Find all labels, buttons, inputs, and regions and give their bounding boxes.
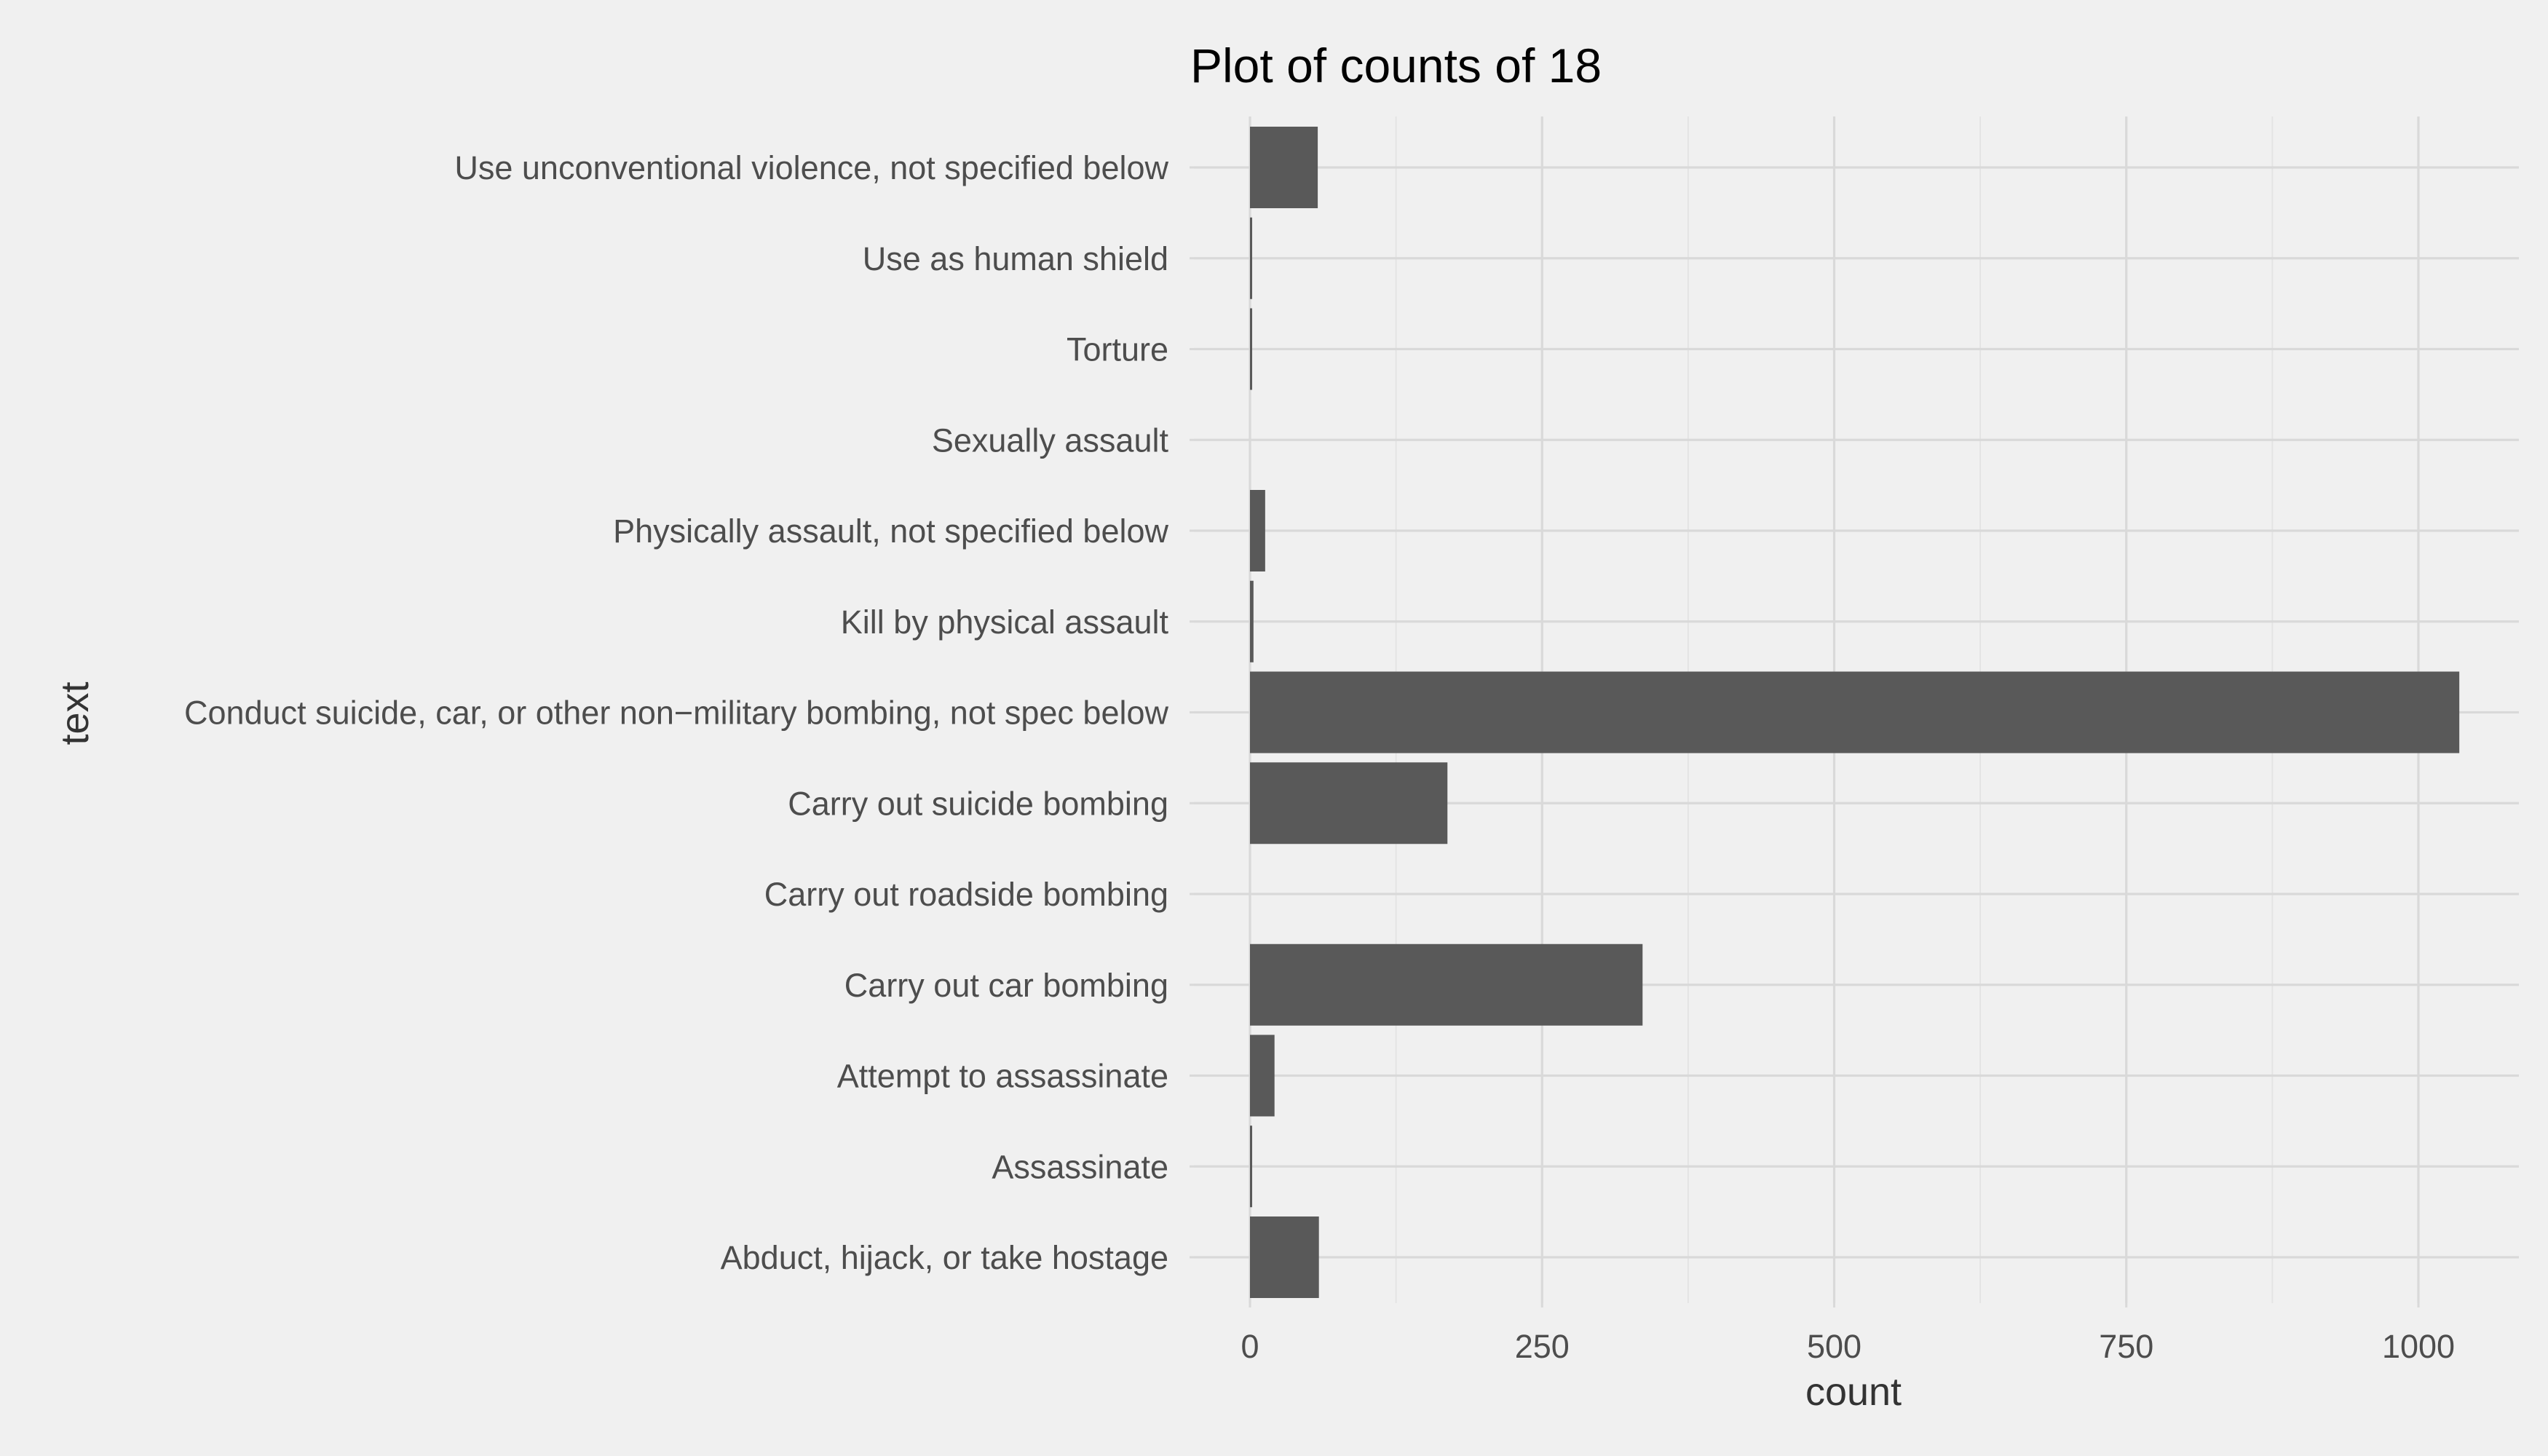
y-tick-label: Torture bbox=[1067, 331, 1168, 368]
x-tick-label: 750 bbox=[2099, 1328, 2153, 1365]
y-tick-label: Conduct suicide, car, or other non−milit… bbox=[184, 695, 1168, 732]
y-tick-label: Abduct, hijack, or take hostage bbox=[721, 1239, 1168, 1276]
bar bbox=[1250, 1034, 1275, 1117]
y-tick-label: Carry out suicide bombing bbox=[788, 785, 1168, 822]
x-tick-label: 500 bbox=[1807, 1328, 1861, 1365]
x-tick-label: 1000 bbox=[2382, 1328, 2455, 1365]
y-tick-label: Carry out car bombing bbox=[844, 967, 1168, 1004]
y-tick-label: Physically assault, not specified below bbox=[613, 513, 1168, 550]
bar bbox=[1250, 762, 1448, 844]
bar bbox=[1250, 943, 1643, 1026]
bar bbox=[1250, 1216, 1319, 1298]
y-tick-label: Sexually assault bbox=[932, 422, 1169, 459]
x-tick-label: 250 bbox=[1515, 1328, 1570, 1365]
y-tick-label: Kill by physical assault bbox=[841, 604, 1169, 641]
bar bbox=[1250, 671, 2460, 753]
y-axis-title: text bbox=[53, 681, 97, 745]
y-tick-label: Attempt to assassinate bbox=[837, 1058, 1168, 1095]
bar bbox=[1250, 1125, 1252, 1208]
x-tick-label: 0 bbox=[1241, 1328, 1259, 1365]
chart-title: Plot of counts of 18 bbox=[1190, 39, 1602, 92]
y-tick-label: Carry out roadside bombing bbox=[764, 876, 1168, 913]
bar bbox=[1250, 580, 1254, 662]
x-axis-title: count bbox=[1805, 1370, 1902, 1414]
bar bbox=[1250, 308, 1252, 390]
x-tick-labels: 0 250 500 750 1000 bbox=[1241, 1303, 2455, 1365]
bar bbox=[1250, 127, 1318, 208]
bar bbox=[1250, 217, 1252, 299]
y-tick-label: Use as human shield bbox=[863, 240, 1168, 277]
bar bbox=[1250, 490, 1265, 571]
y-tick-label: Assassinate bbox=[992, 1148, 1168, 1185]
y-tick-label: Use unconventional violence, not specifi… bbox=[454, 149, 1168, 186]
y-tick-labels: Use unconventional violence, not specifi… bbox=[184, 149, 1194, 1276]
bars bbox=[1250, 127, 2460, 1298]
grid bbox=[1194, 116, 2519, 1303]
